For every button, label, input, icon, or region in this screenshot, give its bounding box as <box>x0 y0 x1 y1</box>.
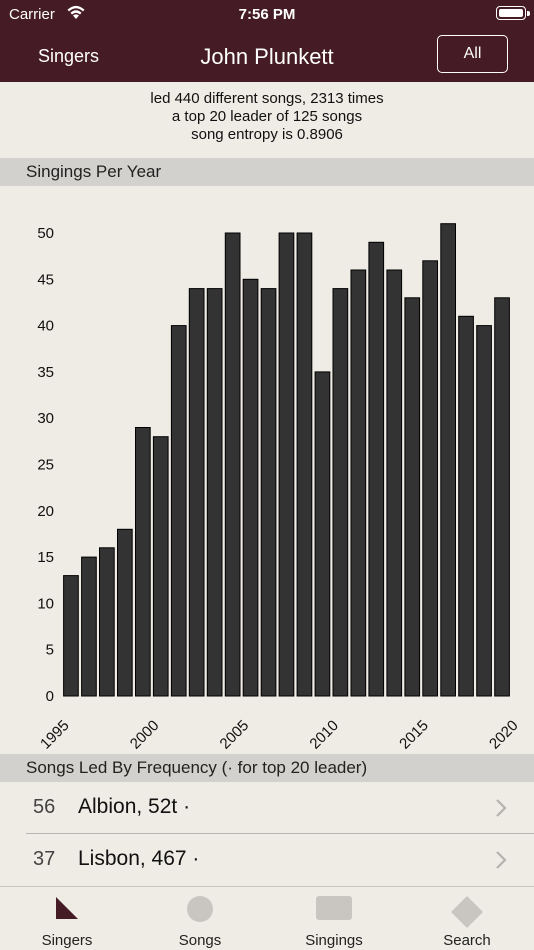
x-tick-label: 2000 <box>127 717 163 753</box>
filter-all-button[interactable]: All <box>437 35 508 73</box>
chart-bar-1998 <box>99 547 115 697</box>
chart-bar-2007 <box>260 288 277 697</box>
chart-bar-2015 <box>404 297 421 697</box>
tab-singings[interactable]: Singings <box>267 887 401 950</box>
tab-label: Singings <box>305 932 363 949</box>
y-tick-label: 20 <box>37 503 54 520</box>
back-button[interactable]: Singers <box>38 46 100 66</box>
chart-bar-2000 <box>135 427 151 697</box>
chart-bar-2011 <box>332 288 349 697</box>
chart-bar-2016 <box>422 260 438 697</box>
chart-bar-2002 <box>170 325 187 697</box>
y-tick-label: 40 <box>37 318 54 335</box>
chart-bar-2012 <box>350 269 367 697</box>
wifi-icon <box>66 4 86 24</box>
summary-songs-led: led 440 different songs, 2313 times <box>150 90 384 107</box>
page-title: John Plunkett <box>200 44 334 69</box>
chart-bar-2005 <box>224 232 241 697</box>
tab-songs[interactable]: Songs <box>133 887 267 950</box>
section-header-by-frequency: Songs Led By Frequency (· for top 20 lea… <box>0 754 534 782</box>
x-tick-label: 2020 <box>486 717 522 753</box>
x-tick-label: 2005 <box>217 717 253 753</box>
carrier-label: Carrier <box>9 6 55 23</box>
song-name: Lisbon, 467 · <box>78 847 200 870</box>
status-bar: Carrier 7:56 PM <box>0 0 534 30</box>
y-tick-label: 50 <box>37 225 54 242</box>
chart-bar-2004 <box>206 288 223 697</box>
chevron-right-icon <box>496 799 507 817</box>
tab-label: Songs <box>178 932 222 949</box>
triangle-icon <box>56 897 78 919</box>
tab-singers[interactable]: Singers <box>0 887 134 950</box>
tab-search[interactable]: Search <box>400 887 534 950</box>
chart-bar-2009 <box>296 232 313 697</box>
singings-per-year-chart: 0 5 10 15 20 25 30 35 40 45 50 1995 2000 2005 2010 2015… <box>37 223 522 753</box>
y-tick-label: 10 <box>37 595 54 612</box>
chart-bar-2013 <box>368 241 385 697</box>
y-tick-label: 35 <box>37 364 54 381</box>
song-name: Albion, 52t · <box>78 795 191 818</box>
chart-bar-2014 <box>386 269 403 697</box>
x-tick-label: 2010 <box>306 717 342 753</box>
navigation-bar: Carrier 7:56 PM Singers John Plunkett Al… <box>0 0 534 82</box>
singer-summary: led 440 different songs, 2313 times a to… <box>0 90 534 144</box>
circle-icon <box>187 896 213 922</box>
summary-top20: a top 20 leader of 125 songs <box>171 108 363 125</box>
status-time: 7:56 PM <box>238 6 296 23</box>
chart-bar-1999 <box>117 528 133 697</box>
summary-entropy: song entropy is 0.8906 <box>191 126 343 143</box>
chart-bar-1996 <box>63 575 79 697</box>
chart-bar-2018 <box>458 315 474 697</box>
chart-bar-2017 <box>440 223 456 697</box>
x-tick-label: 1995 <box>37 717 73 753</box>
y-tick-label: 30 <box>37 410 54 427</box>
song-lead-count: 56 <box>33 796 56 818</box>
y-tick-label: 15 <box>37 549 54 566</box>
chart-bar-2019 <box>476 325 492 697</box>
y-tick-label: 5 <box>46 642 54 659</box>
x-tick-label: 2015 <box>396 717 432 753</box>
chart-bar-2010 <box>314 371 331 697</box>
list-item[interactable]: 37 Lisbon, 467 · <box>0 834 534 886</box>
chart-bar-2008 <box>278 232 295 697</box>
list-item[interactable]: 56 Albion, 52t · <box>0 782 534 834</box>
chart-bar-2003 <box>188 288 205 697</box>
tab-bar: Singers Songs Singings Search <box>0 886 534 950</box>
chart-bar-2001 <box>152 436 169 697</box>
diamond-icon <box>451 896 483 928</box>
chart-bar-1997 <box>81 556 97 697</box>
chevron-right-icon <box>496 851 507 869</box>
chart-bar-2006 <box>242 278 259 697</box>
chart-bar-2020 <box>494 297 510 697</box>
battery-icon <box>496 6 530 20</box>
y-tick-label: 25 <box>37 457 54 474</box>
section-header-per-year: Singings Per Year <box>0 158 534 186</box>
y-tick-label: 0 <box>46 688 54 705</box>
y-tick-label: 45 <box>37 271 54 288</box>
songs-list: 56 Albion, 52t · 37 Lisbon, 467 · <box>0 782 534 886</box>
rectangle-icon <box>316 896 352 920</box>
tab-label: Search <box>443 932 491 949</box>
song-lead-count: 37 <box>33 848 56 870</box>
tab-label: Singers <box>41 932 93 949</box>
divider <box>26 833 534 834</box>
